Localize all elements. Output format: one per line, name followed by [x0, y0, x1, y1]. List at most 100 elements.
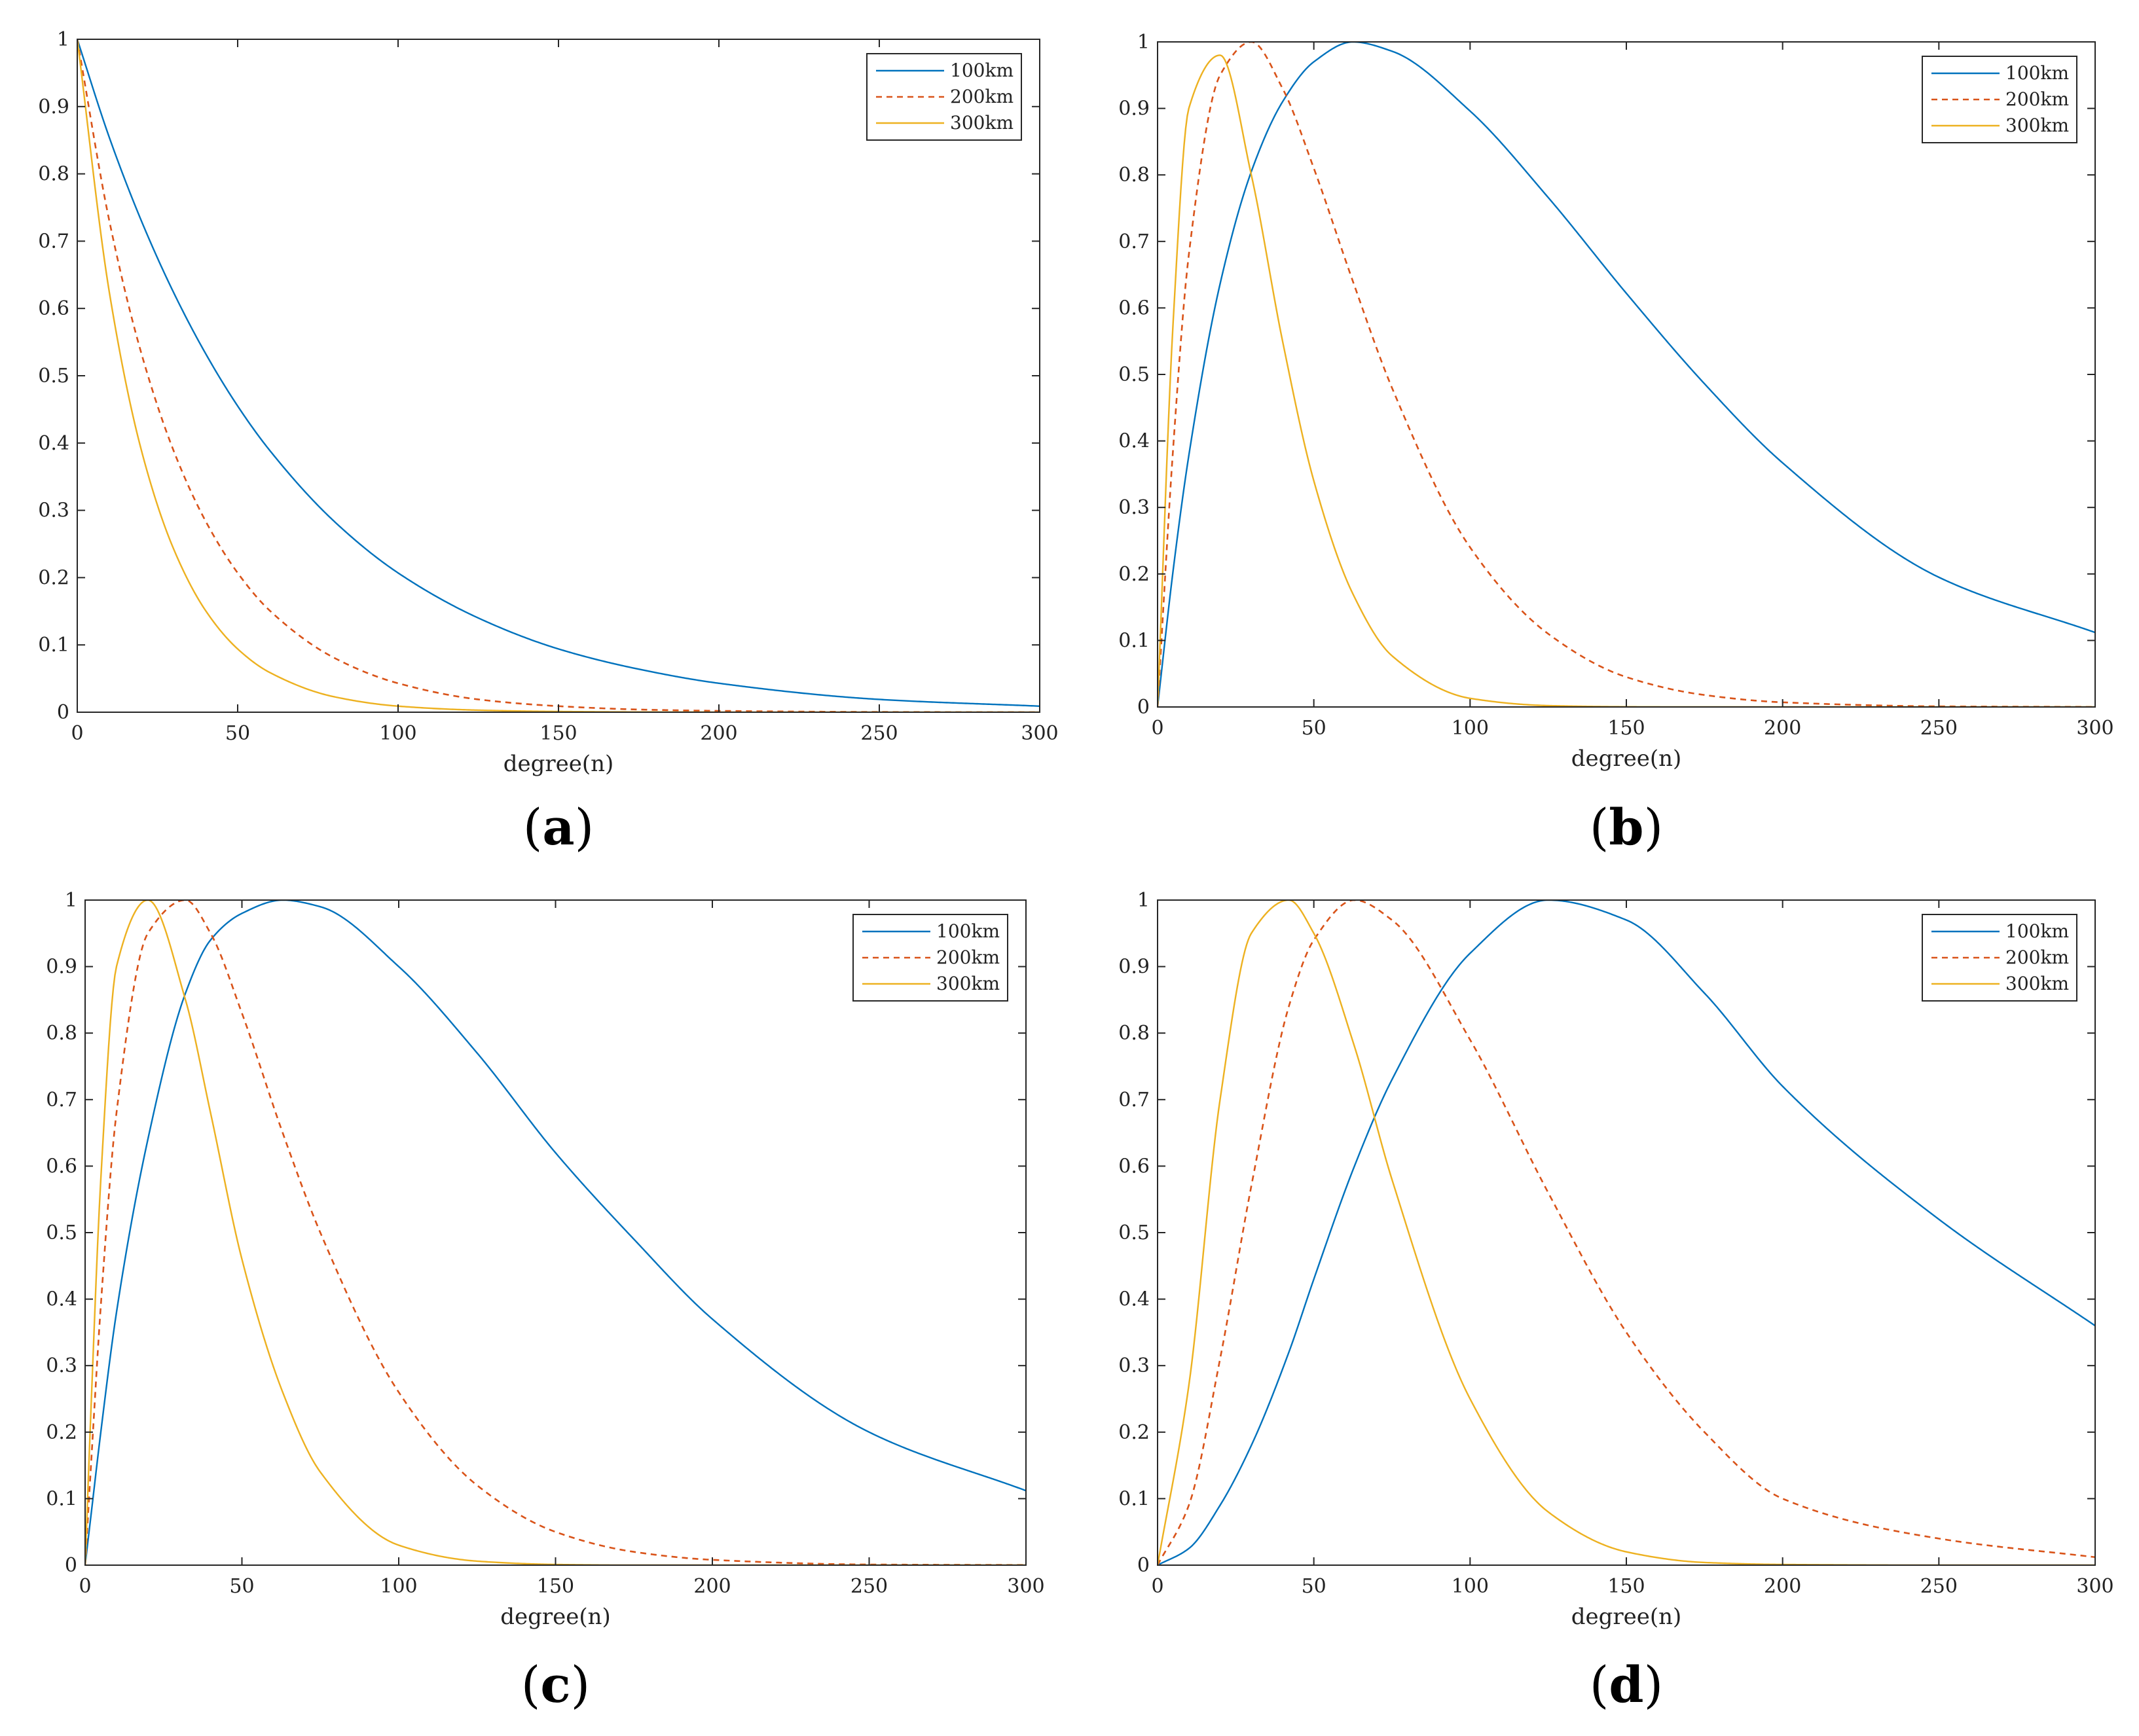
series-line-100km — [1158, 900, 2095, 1565]
legend: 100km 200km 300km — [1922, 56, 2077, 143]
y-tick-label: 0.4 — [1118, 430, 1150, 453]
y-tick-label: 1 — [1137, 889, 1150, 912]
x-tick-label: 0 — [1151, 1575, 1163, 1598]
y-tick-label: 0.6 — [46, 1155, 77, 1178]
y-tick-label: 0.7 — [46, 1089, 77, 1112]
x-tick-label: 100 — [380, 1575, 417, 1598]
x-axis-title: degree(n) — [1571, 1604, 1682, 1630]
x-axis-title: degree(n) — [1571, 746, 1682, 772]
y-tick-label: 0.5 — [46, 1221, 77, 1244]
x-tick-label: 50 — [1302, 1575, 1326, 1598]
y-tick-label: 0.5 — [38, 365, 69, 388]
x-tick-label: 200 — [693, 1575, 731, 1598]
x-tick-label: 250 — [850, 1575, 888, 1598]
x-tick-label: 300 — [2076, 717, 2113, 740]
panel-label: (c) — [521, 1655, 591, 1714]
legend-label: 100km — [950, 60, 1014, 81]
x-tick-label: 50 — [1302, 717, 1326, 740]
legend-label: 300km — [936, 973, 1000, 994]
y-tick-label: 0.2 — [46, 1421, 77, 1444]
series-line-100km — [77, 39, 1040, 707]
y-tick-label: 0.1 — [1118, 1487, 1150, 1510]
x-tick-label: 150 — [539, 722, 577, 745]
legend-label: 100km — [936, 920, 1000, 942]
y-tick-label: 0.1 — [38, 634, 69, 657]
x-tick-label: 150 — [1607, 1575, 1645, 1598]
x-tick-label: 200 — [700, 722, 737, 745]
y-tick-label: 0.6 — [1118, 1155, 1150, 1178]
panel-label: (b) — [1590, 798, 1663, 856]
legend-label: 200km — [950, 86, 1014, 107]
y-tick-label: 0.9 — [38, 96, 69, 118]
y-tick-label: 0.9 — [1118, 956, 1150, 979]
series-line-100km — [1158, 42, 2095, 707]
x-tick-label: 100 — [1452, 1575, 1489, 1598]
legend-label: 300km — [950, 112, 1014, 134]
x-tick-label: 300 — [2076, 1575, 2113, 1598]
y-tick-label: 0.8 — [1118, 1022, 1150, 1045]
legend-label: 100km — [2005, 920, 2069, 942]
x-tick-label: 0 — [79, 1575, 91, 1598]
y-tick-label: 0.9 — [46, 956, 77, 979]
x-tick-label: 50 — [225, 722, 250, 745]
legend-label: 100km — [2005, 62, 2069, 84]
y-tick-label: 0.3 — [1118, 1354, 1150, 1377]
legend-label: 300km — [2005, 973, 2069, 994]
x-tick-label: 300 — [1021, 722, 1058, 745]
y-tick-label: 0.5 — [1118, 363, 1150, 386]
y-tick-label: 0.7 — [38, 230, 69, 253]
x-tick-label: 150 — [1607, 717, 1645, 740]
x-tick-label: 0 — [71, 722, 83, 745]
y-tick-label: 0.7 — [1118, 230, 1150, 253]
y-tick-label: 0.8 — [38, 163, 69, 186]
series-line-200km — [1158, 900, 2095, 1565]
y-tick-label: 0.1 — [46, 1487, 77, 1510]
y-tick-label: 0 — [1137, 696, 1150, 719]
panel-a: 0 50 100 150 200 250 300 0 0.1 0.2 0.3 0.4 0.5 0.6 0.7… — [38, 28, 1058, 856]
x-tick-label: 250 — [860, 722, 898, 745]
y-tick-label: 0.8 — [46, 1022, 77, 1045]
y-tick-label: 0.4 — [46, 1288, 77, 1311]
legend: 100km 200km 300km — [1922, 914, 2077, 1002]
y-tick-label: 0 — [57, 701, 69, 724]
x-tick-label: 0 — [1151, 717, 1163, 740]
x-tick-label: 100 — [379, 722, 416, 745]
panel-label: (d) — [1590, 1655, 1663, 1714]
legend: 100km 200km 300km — [866, 53, 1022, 141]
panel-b: 0 50 100 150 200 250 300 0 0.1 0.2 0.3 0.4 0.5 0.6 0.7… — [1118, 31, 2113, 856]
y-tick-label: 0.6 — [38, 297, 69, 320]
panel-d: 0 50 100 150 200 250 300 0 0.1 0.2 0.3 0.4 0.5 0.6 0.7… — [1118, 889, 2113, 1714]
y-tick-label: 0.4 — [38, 432, 69, 455]
x-axis-title: degree(n) — [503, 751, 614, 777]
y-tick-label: 0.6 — [1118, 297, 1150, 319]
x-tick-label: 50 — [229, 1575, 254, 1598]
y-tick-label: 0.9 — [1118, 98, 1150, 120]
y-tick-label: 0.4 — [1118, 1288, 1150, 1311]
x-axis-title: degree(n) — [500, 1604, 611, 1630]
y-tick-label: 0.7 — [1118, 1089, 1150, 1112]
y-tick-label: 0.2 — [1118, 1421, 1150, 1444]
series-line-300km — [1158, 54, 2095, 707]
x-tick-label: 200 — [1764, 717, 1801, 740]
x-tick-label: 250 — [1920, 1575, 1958, 1598]
y-tick-label: 0 — [1137, 1554, 1150, 1577]
y-tick-label: 1 — [57, 28, 69, 51]
legend-label: 200km — [2005, 88, 2069, 110]
x-tick-label: 250 — [1920, 717, 1958, 740]
panel-c: 0 50 100 150 200 250 300 0 0.1 0.2 0.3 0.4 0.5 0.6 0.7… — [46, 889, 1044, 1714]
legend-label: 200km — [936, 947, 1000, 968]
y-tick-label: 0.1 — [1118, 629, 1150, 652]
y-tick-label: 0.5 — [1118, 1221, 1150, 1244]
panel-label: (a) — [523, 798, 594, 856]
x-tick-label: 200 — [1764, 1575, 1801, 1598]
y-tick-label: 0 — [65, 1554, 77, 1577]
x-tick-label: 150 — [537, 1575, 574, 1598]
y-tick-label: 1 — [1137, 31, 1150, 54]
legend-label: 300km — [2005, 115, 2069, 136]
y-tick-label: 0.3 — [38, 499, 69, 522]
y-tick-label: 0.8 — [1118, 164, 1150, 187]
x-tick-label: 100 — [1452, 717, 1489, 740]
y-tick-label: 0.3 — [1118, 496, 1150, 519]
series-line-100km — [85, 900, 1026, 1565]
